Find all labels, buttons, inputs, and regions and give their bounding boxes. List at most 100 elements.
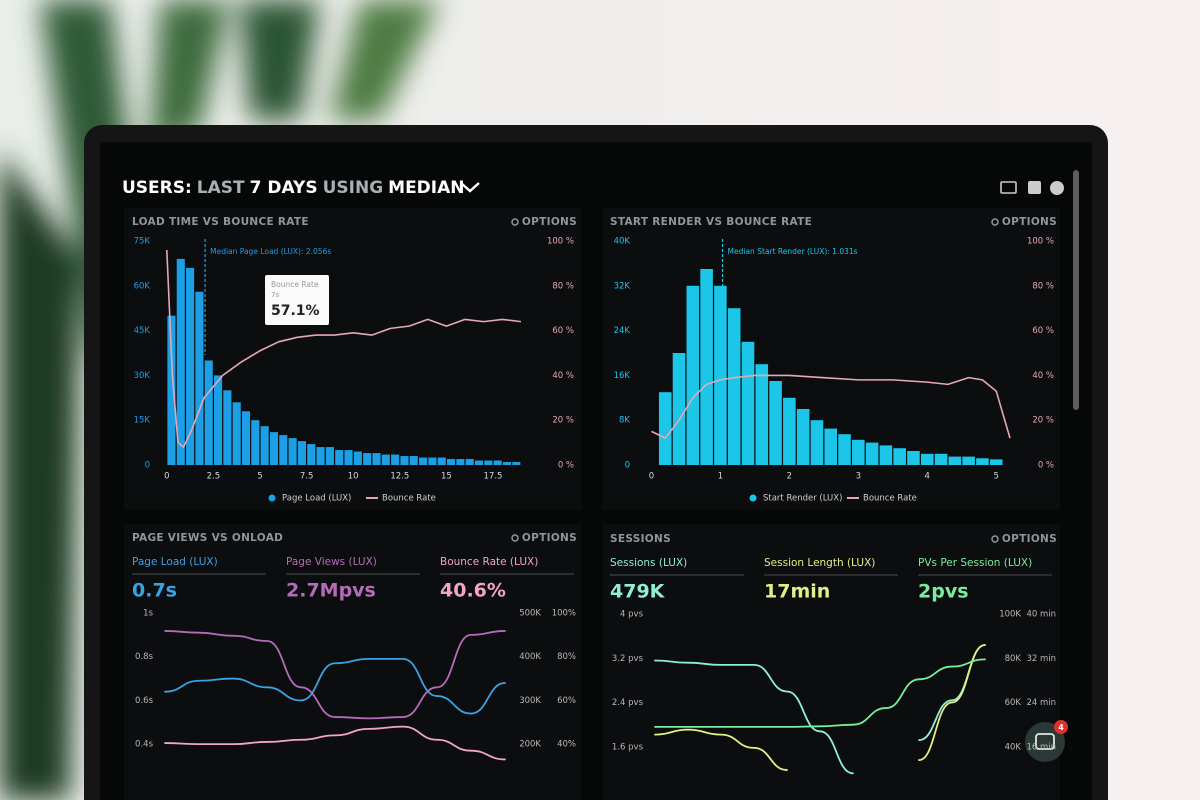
histogram-bar [512,462,521,465]
x-tick-label: 5 [993,472,998,482]
dropdown-chevron[interactable] [460,182,480,193]
scrollbar[interactable] [1073,170,1079,410]
panel [124,524,582,800]
y-tick-label: 1.6 pvs [612,742,644,752]
y2-tick-label: 80 % [552,281,574,291]
histogram-bar [893,448,906,465]
histogram-bar [381,454,390,465]
options-icon [991,218,999,226]
options-button[interactable]: OPTIONS [1002,216,1057,228]
histogram-bar [456,459,465,465]
histogram-bar [672,353,686,465]
histogram-bar [213,375,223,465]
legend-label: Start Render (LUX) [763,494,842,504]
x-tick-label: 2.5 [207,472,221,482]
dashboard-title: USERS: LAST 7 DAYS USING MEDIAN [122,178,465,198]
y2-tick-label: 100 % [1027,237,1054,247]
y-tick-label: 0 [145,461,150,471]
y3-tick-label: 40 min [1026,610,1056,620]
x-tick-label: 17.5 [484,472,503,482]
histogram-bar [989,459,1003,465]
series-line [164,725,506,761]
y2-tick-label: 0 % [1038,461,1054,471]
y3-tick-label: 24 min [1026,698,1056,708]
y2-tick-label: 80K [1005,654,1022,664]
histogram-bar [428,457,437,465]
histogram-bar [251,420,260,465]
histogram-bar [335,450,344,465]
stat-value: 40.6% [440,580,506,602]
y3-tick-label: 16 min [1026,742,1056,752]
histogram-bar [288,438,297,465]
y2-tick-label: 20 % [1032,416,1054,426]
histogram-bar [325,447,334,465]
histogram-bar [419,457,428,465]
y-tick-label: 0 [625,461,630,471]
histogram-bar [907,451,920,465]
y2-tick-label: 80 % [1032,281,1054,291]
y2-tick-label: 400K [519,652,541,662]
tooltip-title: Bounce Rate [271,280,319,289]
stat-value: 2.7Mpvs [286,580,376,602]
panel-title: START RENDER VS BOUNCE RATE [610,216,812,228]
histogram-bar [493,460,502,465]
image-icon[interactable] [1028,181,1041,194]
histogram-bar [962,456,975,465]
y2-tick-label: 200K [519,740,541,750]
histogram-bar [297,441,306,465]
y-tick-label: 3.2 pvs [612,654,644,664]
histogram-bar [976,458,989,465]
histogram-bar [474,460,484,465]
title-part: USING [323,178,384,198]
y2-tick-label: 300K [519,696,541,706]
y2-tick-label: 0 % [558,461,574,471]
histogram-bar [714,285,727,465]
y-tick-label: 0.6s [135,696,154,706]
bounce-rate-line [165,249,522,448]
histogram-bar [502,462,512,465]
legend-label: Page Load (LUX) [282,494,351,504]
median-label: Median Page Load (LUX): 2.056s [210,247,331,256]
legend-swatch [749,494,757,502]
histogram-bar [948,456,962,465]
histogram-bar [838,434,851,465]
help-icon[interactable] [1050,181,1064,195]
y3-tick-label: 32 min [1026,654,1056,664]
y-tick-label: 75K [134,237,151,247]
x-tick-label: 12.5 [390,472,409,482]
y2-tick-label: 60K [1005,698,1022,708]
histogram-bar [307,444,316,465]
legend-label: Bounce Rate [863,494,917,504]
histogram-bar [186,267,195,465]
display-icon[interactable] [1000,181,1017,194]
y-tick-label: 40K [614,237,631,247]
y2-tick-label: 60 % [552,326,574,336]
histogram-bar [260,426,269,465]
legend-label: Bounce Rate [382,494,436,504]
histogram-bar [223,390,232,465]
x-tick-label: 15 [441,472,452,482]
histogram-bar [232,402,241,465]
header-icons [1000,181,1064,195]
histogram-bar [810,420,824,465]
y2-tick-label: 500K [519,609,541,619]
median-label: Median Start Render (LUX): 1.031s [728,247,858,256]
y-tick-label: 15K [134,416,151,426]
y2-tick-label: 100K [999,610,1021,620]
options-button[interactable]: OPTIONS [1002,533,1057,545]
y2-tick-label: 40 % [1032,371,1054,381]
y3-tick-label: 100% [552,609,576,619]
y-tick-label: 32K [614,281,631,291]
chat-button[interactable] [1025,722,1065,762]
y-tick-label: 24K [614,326,631,336]
options-button[interactable]: OPTIONS [522,216,577,228]
histogram-bar [865,442,879,465]
panel-title: SESSIONS [610,533,671,545]
y2-tick-label: 40 % [552,371,574,381]
legend-swatch [268,494,276,502]
title-part: USERS: [122,178,192,198]
chat-badge-count: 4 [1058,723,1064,732]
histogram-bar [727,308,741,465]
options-button[interactable]: OPTIONS [522,532,577,544]
series-line [164,630,506,720]
